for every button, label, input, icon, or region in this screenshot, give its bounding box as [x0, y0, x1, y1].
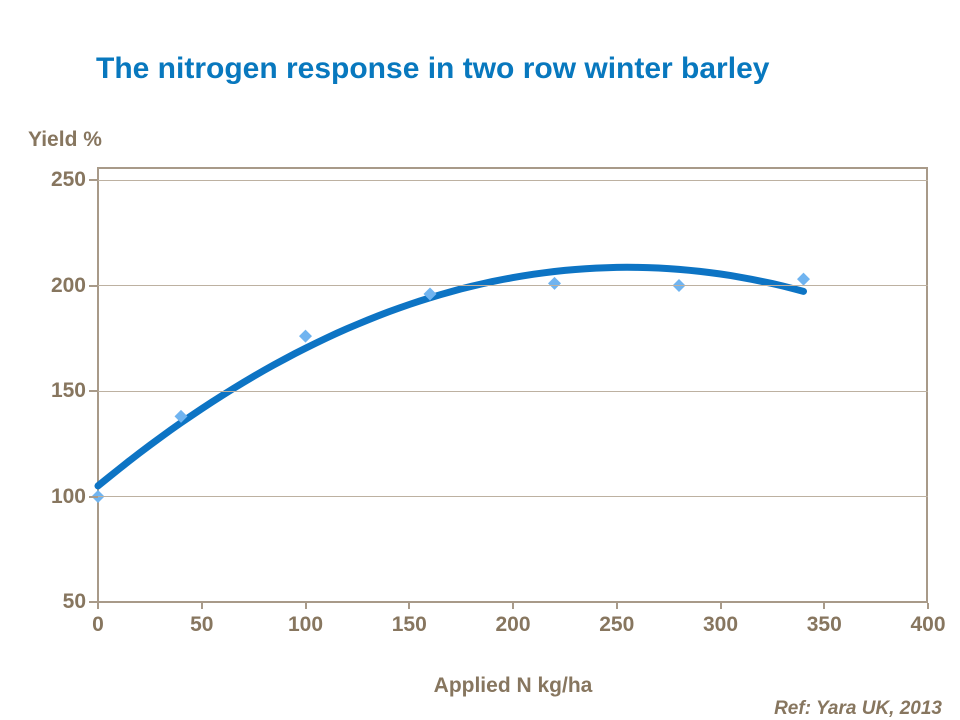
y-tick-label-50: 50 [62, 590, 86, 613]
y-axis-title: Yield % [28, 128, 102, 151]
y-tick-250 [89, 179, 98, 181]
x-tick-0 [97, 603, 99, 609]
x-tick-label-200: 200 [495, 613, 531, 636]
x-tick-300 [719, 603, 722, 609]
x-tick-label-400: 400 [910, 613, 946, 636]
x-tick-100 [304, 603, 307, 609]
gridline-y-200 [98, 285, 928, 286]
x-tick-350 [823, 603, 826, 609]
gridline-y-100 [98, 496, 928, 497]
x-tick-label-100: 100 [287, 613, 324, 636]
x-tick-250 [615, 603, 618, 609]
y-tick-150 [89, 390, 98, 392]
y-tick-50 [89, 601, 98, 603]
y-tick-200 [89, 284, 98, 287]
page-title: The nitrogen response in two row winter … [96, 52, 770, 85]
trend-curve-group [94, 263, 807, 490]
data-point-220 [548, 276, 561, 290]
plot-area [97, 167, 928, 603]
x-tick-label-300: 300 [702, 613, 739, 636]
x-tick-label-0: 0 [92, 613, 104, 636]
y-tick-label-150: 150 [50, 379, 86, 402]
y-tick-100 [89, 495, 98, 498]
x-tick-label-350: 350 [806, 613, 842, 636]
y-tick-label-100: 100 [50, 484, 86, 508]
reference-note: Ref: Yara UK, 2013 [774, 698, 942, 719]
x-tick-400 [927, 603, 929, 609]
data-point-100 [299, 329, 312, 343]
data-point-160 [423, 287, 437, 301]
y-tick-label-250: 250 [50, 168, 86, 191]
x-tick-50 [200, 603, 203, 609]
x-tick-label-150: 150 [391, 613, 427, 636]
marker-group [91, 272, 810, 503]
y-tick-label-200: 200 [50, 273, 86, 297]
x-tick-200 [512, 603, 514, 609]
x-tick-label-50: 50 [190, 613, 214, 636]
data-point-340 [797, 272, 810, 286]
x-axis-title: Applied N kg/ha [433, 674, 593, 697]
x-tick-label-250: 250 [599, 613, 635, 636]
trend-curve [94, 263, 807, 490]
x-tick-150 [408, 603, 411, 609]
data-point-40 [174, 409, 188, 423]
gridline-y-250 [98, 179, 928, 181]
gridline-y-150 [98, 390, 928, 392]
